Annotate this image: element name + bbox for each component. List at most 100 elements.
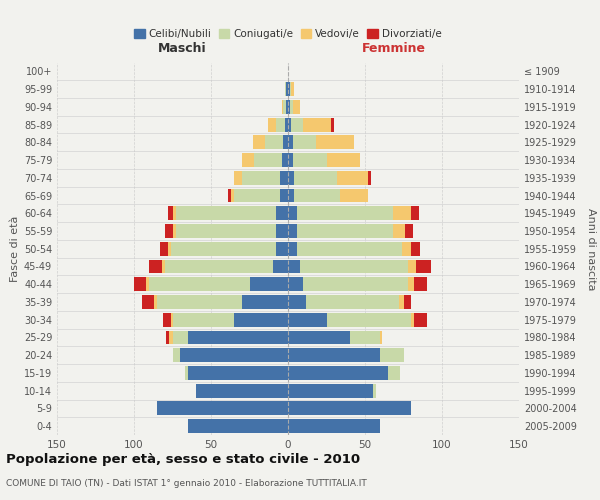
Bar bbox=[326, 313, 411, 326]
Bar bbox=[169, 330, 173, 344]
Bar bbox=[388, 366, 400, 380]
Bar bbox=[380, 330, 382, 344]
Bar bbox=[149, 260, 162, 274]
Bar bbox=[288, 402, 411, 415]
Bar bbox=[176, 206, 275, 220]
Bar bbox=[242, 153, 254, 167]
Bar bbox=[275, 206, 288, 220]
Bar bbox=[408, 260, 416, 274]
Bar bbox=[134, 278, 146, 291]
Bar bbox=[173, 206, 176, 220]
Y-axis label: Fasce di età: Fasce di età bbox=[10, 216, 20, 282]
Legend: Celibi/Nubili, Coniugati/e, Vedovi/e, Divorziati/e: Celibi/Nubili, Coniugati/e, Vedovi/e, Di… bbox=[130, 25, 446, 43]
Bar bbox=[275, 118, 285, 132]
Text: COMUNE DI TAIO (TN) - Dati ISTAT 1° gennaio 2010 - Elaborazione TUTTITALIA.IT: COMUNE DI TAIO (TN) - Dati ISTAT 1° genn… bbox=[6, 479, 367, 488]
Bar bbox=[265, 136, 283, 149]
Bar bbox=[411, 242, 421, 256]
Bar bbox=[165, 224, 173, 238]
Bar bbox=[293, 153, 326, 167]
Bar bbox=[368, 171, 371, 184]
Bar bbox=[350, 330, 380, 344]
Bar bbox=[307, 295, 399, 309]
Bar bbox=[173, 348, 180, 362]
Bar bbox=[288, 100, 290, 114]
Bar bbox=[166, 330, 169, 344]
Bar bbox=[173, 224, 176, 238]
Bar bbox=[304, 118, 331, 132]
Bar bbox=[373, 384, 376, 398]
Bar bbox=[293, 100, 301, 114]
Bar bbox=[288, 295, 307, 309]
Bar bbox=[188, 419, 288, 433]
Bar bbox=[231, 188, 234, 202]
Bar bbox=[399, 295, 404, 309]
Bar bbox=[297, 206, 393, 220]
Bar bbox=[288, 330, 350, 344]
Bar bbox=[393, 206, 411, 220]
Bar bbox=[162, 260, 165, 274]
Bar bbox=[280, 171, 288, 184]
Bar bbox=[288, 242, 297, 256]
Bar bbox=[290, 82, 291, 96]
Bar bbox=[286, 82, 288, 96]
Bar bbox=[173, 330, 188, 344]
Bar bbox=[282, 153, 288, 167]
Bar bbox=[242, 295, 288, 309]
Bar bbox=[294, 171, 337, 184]
Bar bbox=[288, 153, 293, 167]
Bar bbox=[242, 171, 280, 184]
Bar bbox=[275, 224, 288, 238]
Bar bbox=[293, 136, 316, 149]
Bar bbox=[288, 118, 291, 132]
Bar bbox=[254, 153, 282, 167]
Bar bbox=[188, 366, 288, 380]
Bar bbox=[414, 313, 427, 326]
Bar bbox=[149, 278, 250, 291]
Bar bbox=[405, 224, 413, 238]
Bar bbox=[180, 348, 288, 362]
Bar bbox=[288, 419, 380, 433]
Bar bbox=[253, 136, 265, 149]
Bar bbox=[196, 384, 288, 398]
Bar bbox=[297, 224, 393, 238]
Bar bbox=[142, 295, 154, 309]
Text: Popolazione per età, sesso e stato civile - 2010: Popolazione per età, sesso e stato civil… bbox=[6, 452, 360, 466]
Bar bbox=[285, 82, 286, 96]
Bar bbox=[157, 402, 288, 415]
Bar bbox=[282, 100, 283, 114]
Y-axis label: Anni di nascita: Anni di nascita bbox=[586, 208, 596, 290]
Bar bbox=[250, 278, 288, 291]
Bar bbox=[288, 82, 290, 96]
Bar bbox=[288, 366, 388, 380]
Bar bbox=[291, 82, 294, 96]
Bar bbox=[326, 153, 361, 167]
Bar bbox=[160, 242, 168, 256]
Bar bbox=[146, 278, 149, 291]
Bar bbox=[331, 118, 334, 132]
Text: Femmine: Femmine bbox=[362, 42, 426, 55]
Bar bbox=[294, 188, 340, 202]
Bar bbox=[275, 242, 288, 256]
Bar bbox=[268, 118, 275, 132]
Bar bbox=[168, 206, 173, 220]
Bar bbox=[228, 188, 231, 202]
Bar bbox=[414, 278, 427, 291]
Bar bbox=[288, 206, 297, 220]
Bar bbox=[408, 278, 414, 291]
Bar bbox=[165, 260, 272, 274]
Bar bbox=[411, 206, 419, 220]
Bar bbox=[402, 242, 411, 256]
Bar bbox=[234, 171, 242, 184]
Bar bbox=[288, 278, 304, 291]
Bar bbox=[316, 136, 354, 149]
Bar bbox=[288, 171, 294, 184]
Bar bbox=[304, 278, 408, 291]
Bar bbox=[234, 188, 280, 202]
Bar bbox=[188, 330, 288, 344]
Bar bbox=[283, 100, 286, 114]
Bar bbox=[234, 313, 288, 326]
Bar bbox=[291, 118, 304, 132]
Bar bbox=[288, 224, 297, 238]
Bar bbox=[393, 224, 405, 238]
Text: Maschi: Maschi bbox=[157, 42, 206, 55]
